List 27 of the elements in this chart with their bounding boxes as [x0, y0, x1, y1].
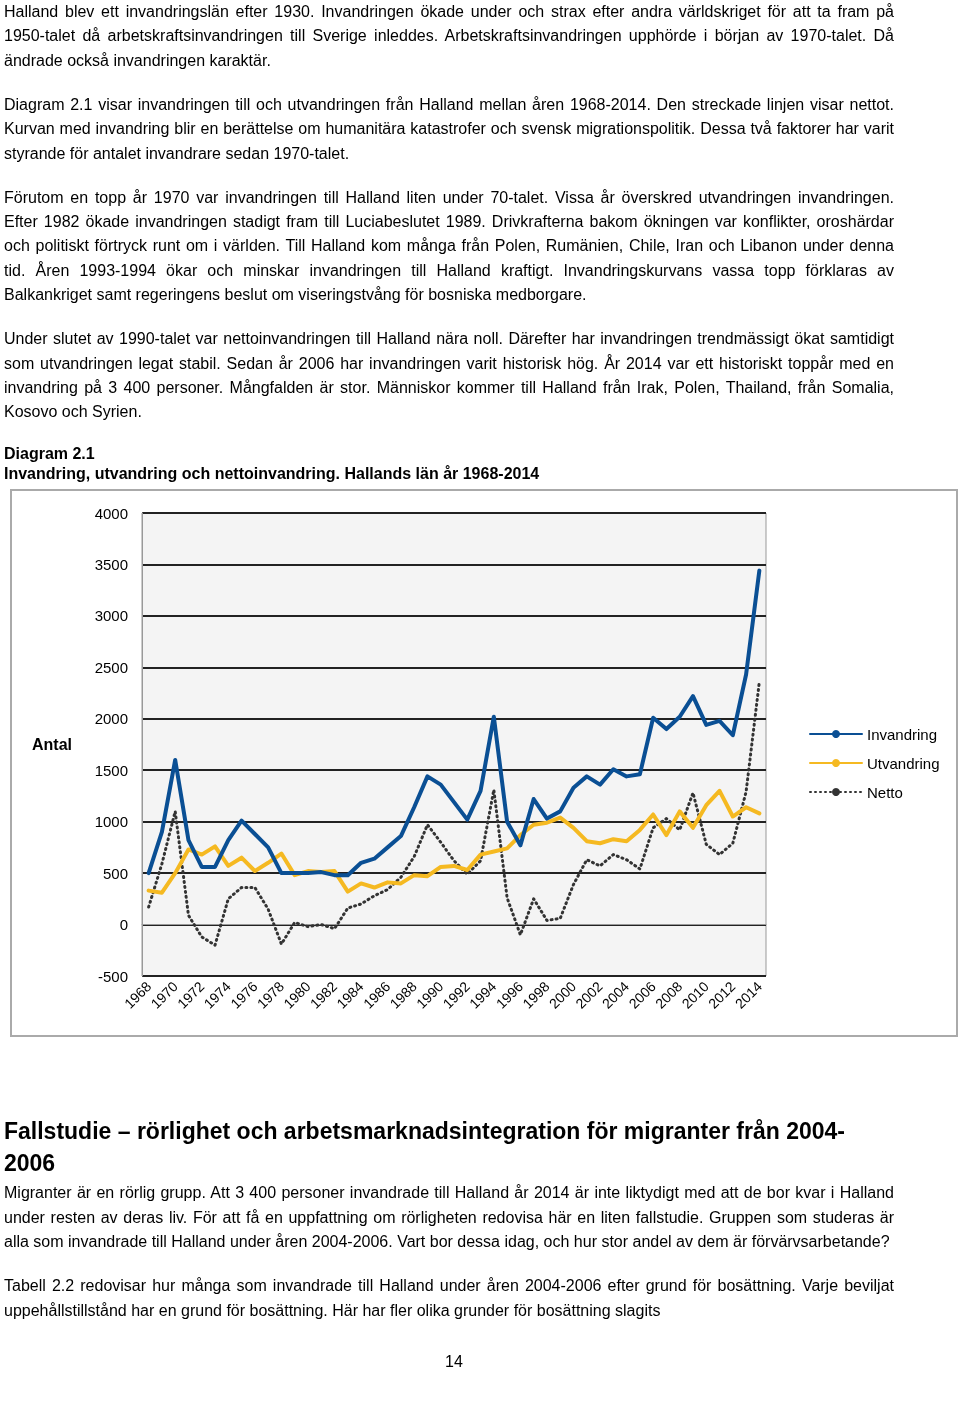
y-tick-label: 3000 [94, 607, 128, 625]
text: Fallstudie – rörlighet och arbetsmarknadsintegration för migranter från 2004-2006 [4, 1117, 846, 1179]
chart-subtitle: Invandring, utvandring och nettoinvandring. Hallands län år 1968-2014 [4, 463, 541, 484]
y-tick-label: 500 [102, 865, 128, 883]
text: Migranter är en rörlig grupp. Att 3 400 personer invandrade till Halland år 2014 är inte liktydigt med att de bor kvar i Halland under resten av deras liv. För att få en uppfattning om rörligheten redovisa här en liten fallstudie. Gruppen som studeras är alla som invandrade till Halland under åren 2004-2006. Vart bor dessa idag, och hur stor andel av dem är förvärvsarbetande? [4, 1183, 894, 1253]
y-tick-label: 4000 [94, 504, 128, 522]
y-axis-title: Antal [32, 736, 72, 754]
text: Diagram 2.1 visar invandringen till och utvandringen från Halland mellan åren 1968-2014. Den streckade linjen visar nettot. Kurvan med invandring blir en berättelse om humanitära katastrofer och svensk migrationspolitik. Dessa två faktorer har varit styrande för antalet invandrare sedan 1970-talet. [4, 94, 894, 164]
y-tick-label: 1500 [94, 762, 128, 780]
text: 14 [444, 1353, 464, 1372]
legend-label: Utvandring [867, 754, 940, 772]
chart-title: Diagram 2.1 [4, 444, 96, 464]
text: Förutom en topp år 1970 var invandringen till Halland liten under 70-talet. Vissa år överskred utvandringen invandringen. Efter 1982 ökade invandringen stadigt fram till Luciabeslutet 1989. Drivkrafterna bakom ökningen var konflikter, oroshärdar och politiskt förtryck runt om i världen. Till Halland kom många från Polen, Rumänien, Chile, Iran och Libanon under denna tid. Åren 1993-1994 ökar och minskar invandringen till Halland kraftigt. Invandringskurvans vassa topp förklaras av Balkankriget samt regeringens beslut om viseringstvång för bosniska medborgare. [4, 187, 894, 306]
y-tick-label: 2500 [94, 659, 128, 677]
text: Under slutet av 1990-talet var nettoinvandringen till Halland nära noll. Därefter har invandringen trendmässigt ökat samtidigt som utvandringen legat stabil. Sedan år 2006 har invandringen varit historisk hög. År 2014 var ett historiskt toppår med en invandring på 3 400 personer. Mångfalden är stor. Människor kommer till Halland från Irak, Polen, Thailand, från Somalia, Kosovo och Syrien. [4, 329, 894, 423]
legend-label: Netto [867, 783, 903, 801]
y-tick-label: 0 [119, 916, 128, 934]
y-tick-label: 1000 [94, 813, 128, 831]
text: Tabell 2.2 redovisar hur många som invandrade till Halland under åren 2004-2006 efter grund för bosättning. Varje beviljat uppehållstillstånd har en grund för bosättning. Här har fler olika grunder för bosättning slagits [4, 1276, 894, 1321]
y-tick-label: 3500 [94, 556, 128, 574]
line-series [147, 680, 761, 948]
text: Halland blev ett invandringslän efter 1930. Invandringen ökade under och strax efter andra världskriget för att ta fram på 1950-talet då arbetskraftsinvandringen till Sverige inleddes. Arbetskraftsinvandringen upphörde i början av 1970-talet. Då ändrade också invandringen karaktär. [4, 2, 894, 71]
y-tick-label: 2000 [94, 710, 128, 728]
line-series [146, 569, 762, 878]
y-tick-label: -500 [97, 967, 128, 985]
line-series [146, 789, 762, 896]
legend-label: Invandring [867, 725, 938, 743]
